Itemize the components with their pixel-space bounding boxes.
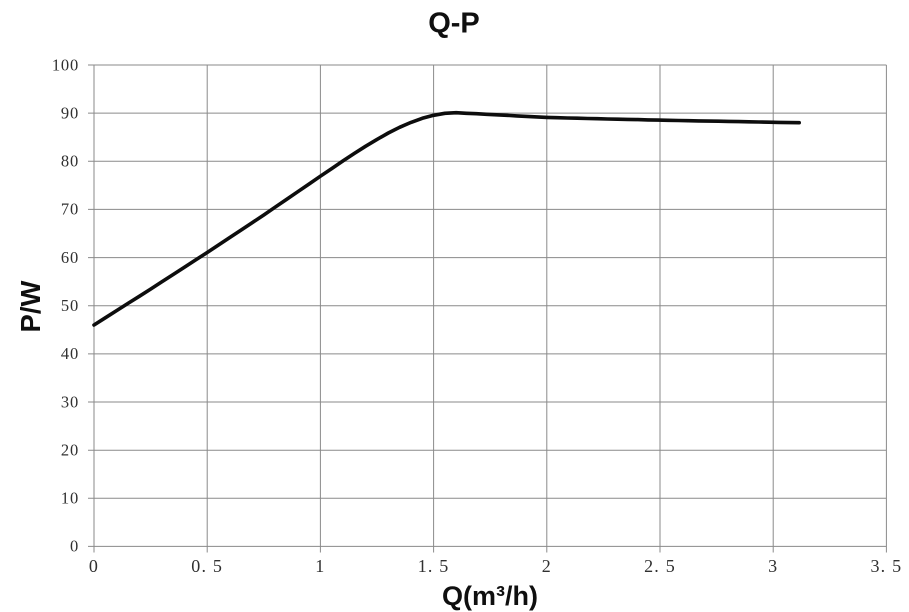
svg-text:30: 30 xyxy=(61,392,79,411)
svg-text:0. 5: 0. 5 xyxy=(191,556,223,576)
svg-text:3. 5: 3. 5 xyxy=(870,556,902,576)
svg-text:1: 1 xyxy=(315,556,325,576)
svg-text:90: 90 xyxy=(61,103,79,122)
svg-text:20: 20 xyxy=(61,441,79,460)
svg-text:P/W: P/W xyxy=(15,280,46,332)
svg-text:1. 5: 1. 5 xyxy=(418,556,450,576)
svg-text:Q-P: Q-P xyxy=(428,8,480,40)
svg-text:0: 0 xyxy=(70,537,79,556)
svg-text:80: 80 xyxy=(61,152,79,171)
svg-text:70: 70 xyxy=(61,200,79,219)
svg-text:10: 10 xyxy=(61,489,79,508)
svg-text:0: 0 xyxy=(89,556,99,576)
svg-text:3: 3 xyxy=(768,556,778,576)
svg-text:2. 5: 2. 5 xyxy=(644,556,676,576)
svg-text:2: 2 xyxy=(542,556,552,576)
svg-text:Q(m³/h): Q(m³/h) xyxy=(442,581,538,611)
svg-text:60: 60 xyxy=(61,248,79,267)
svg-text:50: 50 xyxy=(61,296,79,315)
svg-text:100: 100 xyxy=(52,55,79,74)
svg-text:40: 40 xyxy=(61,344,79,363)
